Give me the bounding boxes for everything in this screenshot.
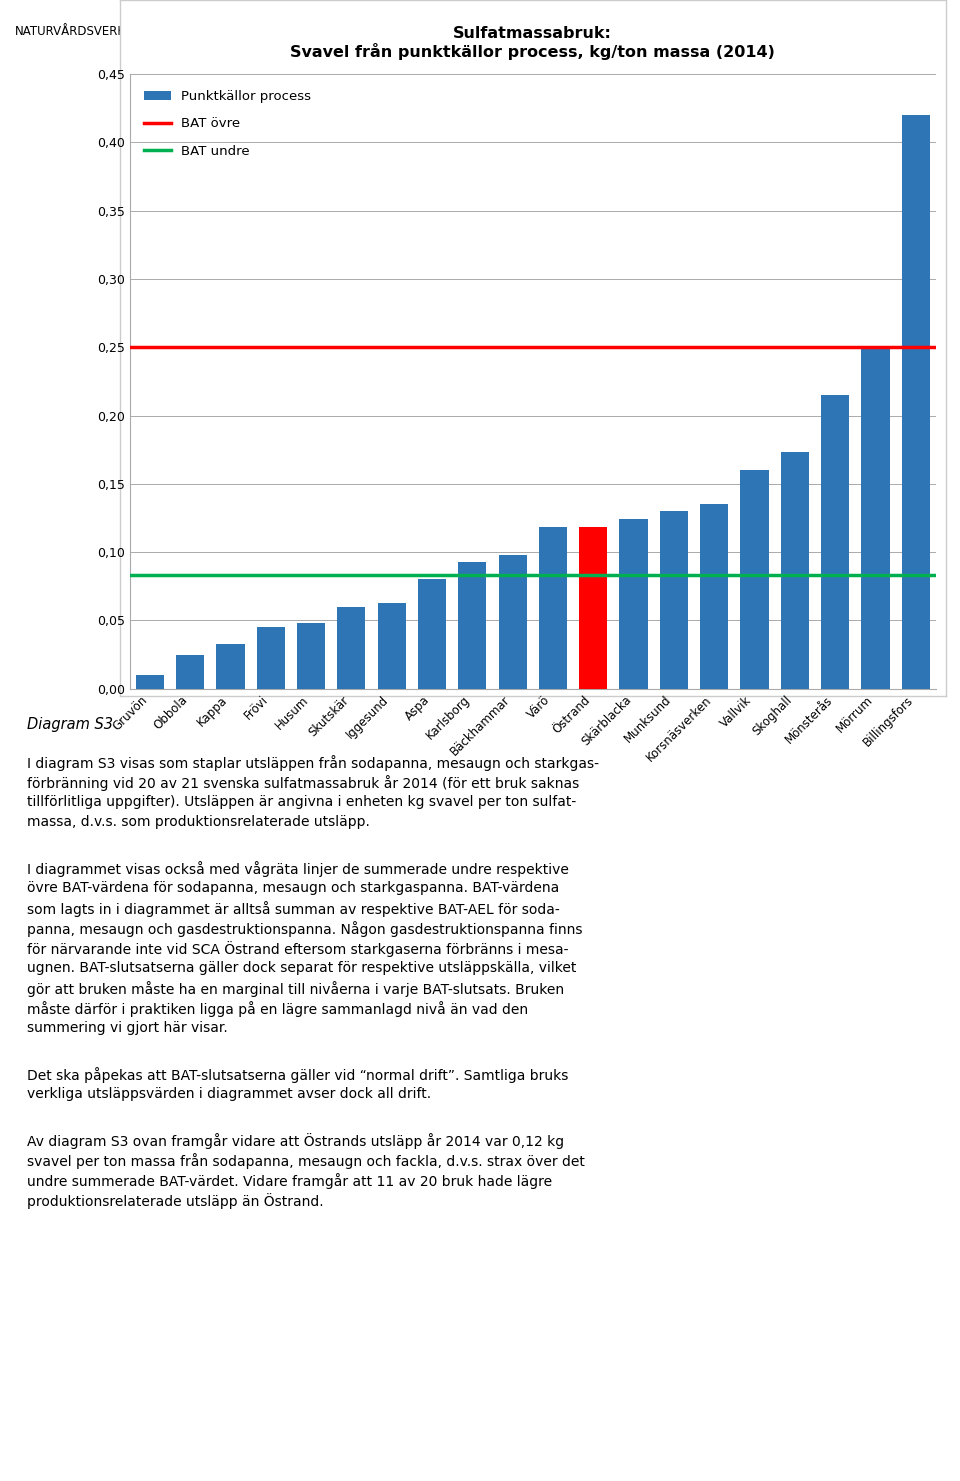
Text: Av diagram S3 ovan framgår vidare att Östrands utsläpp år 2014 var 0,12 kg: Av diagram S3 ovan framgår vidare att Ös… — [27, 1133, 564, 1149]
Text: Diagram S3: Diagram S3 — [27, 717, 113, 732]
Text: som lagts in i diagrammet är alltså summan av respektive BAT-AEL för soda-: som lagts in i diagrammet är alltså summ… — [27, 902, 560, 917]
Text: måste därför i praktiken ligga på en lägre sammanlagd nivå än vad den: måste därför i praktiken ligga på en läg… — [27, 1001, 528, 1017]
Text: övre BAT-värdena för sodapanna, mesaugn och starkgaspanna. BAT-värdena: övre BAT-värdena för sodapanna, mesaugn … — [27, 881, 559, 896]
Bar — [821, 395, 850, 689]
Bar — [458, 561, 487, 689]
Text: undre summerade BAT-värdet. Vidare framgår att 11 av 20 bruk hade lägre: undre summerade BAT-värdet. Vidare framg… — [27, 1173, 552, 1189]
Bar — [418, 579, 446, 689]
Title: Sulfatmassabruk:
Svavel från punktkällor process, kg/ton massa (2014): Sulfatmassabruk: Svavel från punktkällor… — [290, 25, 776, 61]
Bar — [780, 452, 809, 689]
Bar — [377, 603, 406, 689]
Text: I diagram S3 visas som staplar utsläppen från sodapanna, mesaugn och starkgas-: I diagram S3 visas som staplar utsläppen… — [27, 755, 599, 772]
Text: I diagrammet visas också med vågräta linjer de summerade undre respektive: I diagrammet visas också med vågräta lin… — [27, 862, 568, 877]
Text: panna, mesaugn och gasdestruktionspanna. Någon gasdestruktionspanna finns: panna, mesaugn och gasdestruktionspanna.… — [27, 921, 583, 937]
Bar — [176, 655, 204, 689]
Text: produktionsrelaterade utsläpp än Östrand.: produktionsrelaterade utsläpp än Östrand… — [27, 1194, 324, 1208]
Bar — [135, 675, 164, 689]
Text: gör att bruken måste ha en marginal till nivåerna i varje BAT-slutsats. Bruken: gör att bruken måste ha en marginal till… — [27, 982, 564, 997]
Bar — [740, 469, 769, 689]
Bar — [216, 644, 245, 689]
Text: för närvarande inte vid SCA Östrand eftersom starkgaserna förbränns i mesa-: för närvarande inte vid SCA Östrand efte… — [27, 942, 568, 957]
Bar — [660, 511, 688, 689]
Bar — [297, 624, 325, 689]
Bar — [498, 555, 527, 689]
Legend: Punktkällor process, BAT övre, BAT undre: Punktkällor process, BAT övre, BAT undre — [144, 90, 311, 158]
Bar — [579, 527, 608, 689]
Text: NATURVÅRDSVERKET: NATURVÅRDSVERKET — [14, 25, 140, 39]
Bar — [861, 347, 890, 689]
Bar — [901, 116, 930, 689]
Text: förbränning vid 20 av 21 svenska sulfatmassabruk år 2014 (för ett bruk saknas: förbränning vid 20 av 21 svenska sulfatm… — [27, 776, 579, 791]
Text: 5(24): 5(24) — [914, 25, 946, 39]
Text: svavel per ton massa från sodapanna, mesaugn och fackla, d.v.s. strax över det: svavel per ton massa från sodapanna, mes… — [27, 1154, 585, 1169]
Text: Det ska påpekas att BAT-slutsatserna gäller vid “normal drift”. Samtliga bruks: Det ska påpekas att BAT-slutsatserna gäl… — [27, 1068, 568, 1083]
Bar — [700, 504, 729, 689]
Bar — [337, 607, 366, 689]
Bar — [619, 520, 648, 689]
Text: tillförlitliga uppgifter). Utsläppen är angivna i enheten kg svavel per ton sulf: tillförlitliga uppgifter). Utsläppen är … — [27, 795, 576, 809]
Text: summering vi gjort här visar.: summering vi gjort här visar. — [27, 1022, 228, 1035]
Bar — [539, 527, 567, 689]
Text: ugnen. BAT-slutsatserna gäller dock separat för respektive utsläppskälla, vilket: ugnen. BAT-slutsatserna gäller dock sepa… — [27, 961, 576, 976]
Bar — [256, 628, 285, 689]
Text: verkliga utsläppsvärden i diagrammet avser dock all drift.: verkliga utsläppsvärden i diagrammet avs… — [27, 1087, 431, 1102]
Text: massa, d.v.s. som produktionsrelaterade utsläpp.: massa, d.v.s. som produktionsrelaterade … — [27, 815, 370, 829]
